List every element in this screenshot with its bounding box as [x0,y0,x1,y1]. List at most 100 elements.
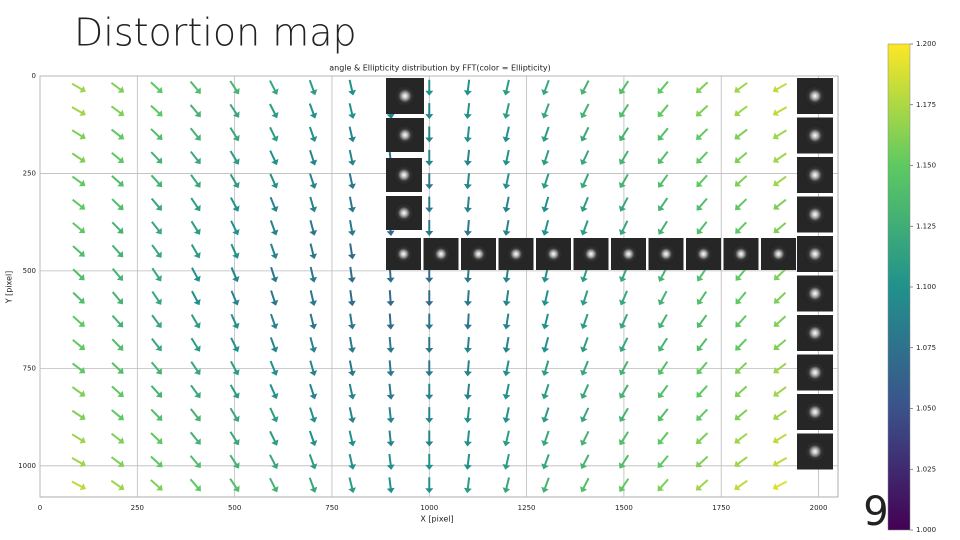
arrow [696,408,709,421]
star [768,244,789,264]
arrow [72,268,85,281]
arrow [657,267,668,282]
arrow [773,175,787,187]
arrow [425,126,434,143]
arrow [425,360,434,377]
arrow [348,126,356,143]
arrow [618,360,629,376]
arrow [269,126,279,142]
arrow [502,266,511,283]
arrow [619,290,628,306]
arrow [269,454,279,470]
colorbar-tick-label: 1.150 [916,162,936,170]
arrow [189,150,201,165]
x-tick-label: 1250 [518,504,536,512]
arrow [151,338,162,352]
arrow [580,337,589,353]
arrow [111,362,124,374]
arrow [110,82,125,93]
arrow [425,266,434,283]
arrow [189,455,201,469]
arrow [72,291,85,304]
arrow [425,336,434,353]
arrow [347,290,356,307]
arrow [541,196,550,213]
arrow [229,197,240,212]
arrow [425,383,434,400]
arrow [347,219,356,236]
star [804,124,826,147]
star [468,244,489,264]
arrow [111,221,124,234]
arrow [348,173,356,190]
arrow [696,174,708,188]
arrow [191,290,201,306]
x-tick-label: 1500 [615,504,633,512]
arrow [541,220,550,236]
arrow [463,196,472,213]
arrow [696,338,708,352]
arrow [773,198,787,210]
arrow [150,408,163,421]
arrow [541,173,550,189]
arrow [425,477,434,494]
arrow [189,127,201,141]
arrow [618,337,629,353]
star [543,244,564,264]
colorbar-tick-label: 1.050 [916,405,936,413]
x-tick-label: 750 [325,504,338,512]
arrow [309,383,318,400]
arrow [580,313,589,330]
arrow [502,79,511,96]
arrow [111,175,124,187]
arrow [348,103,356,119]
star [394,124,416,146]
arrow [772,457,788,467]
arrow [734,105,748,117]
arrow [773,386,787,397]
arrow [71,409,86,421]
arrow [463,126,472,143]
arrow [618,478,630,492]
star [393,164,415,186]
arrow [657,220,668,235]
arrow [734,385,748,398]
arrow [72,245,85,257]
arrow [463,103,472,120]
x-tick-label: 1750 [712,504,730,512]
arrow [502,290,511,307]
arrow [734,456,748,467]
arrow [189,408,201,422]
colorbar-tick-label: 1.025 [916,465,936,473]
arrow [696,197,708,211]
arrow [111,198,124,211]
arrow [657,197,669,212]
arrow [151,267,162,282]
star [393,202,415,224]
arrow [269,103,279,119]
arrow [190,337,201,352]
arrow [734,479,748,491]
x-axis-label: X [pixel] [420,515,453,524]
slide-title: Distortion map [74,11,357,55]
arrow [695,104,709,117]
arrow [229,431,240,446]
arrow [618,454,630,469]
star [731,244,751,264]
arrow [463,290,472,307]
arrow [735,338,747,351]
arrow [541,336,550,353]
arrow [348,196,356,213]
arrow [230,267,240,283]
arrow [348,149,356,166]
arrow [463,430,472,447]
arrow [150,455,163,468]
arrow [618,384,629,399]
arrow [269,220,279,236]
arrow [463,407,472,424]
arrow [309,290,318,306]
arrow [110,479,125,491]
arrow [502,103,511,119]
arrow [696,128,709,141]
arrow [696,361,708,375]
